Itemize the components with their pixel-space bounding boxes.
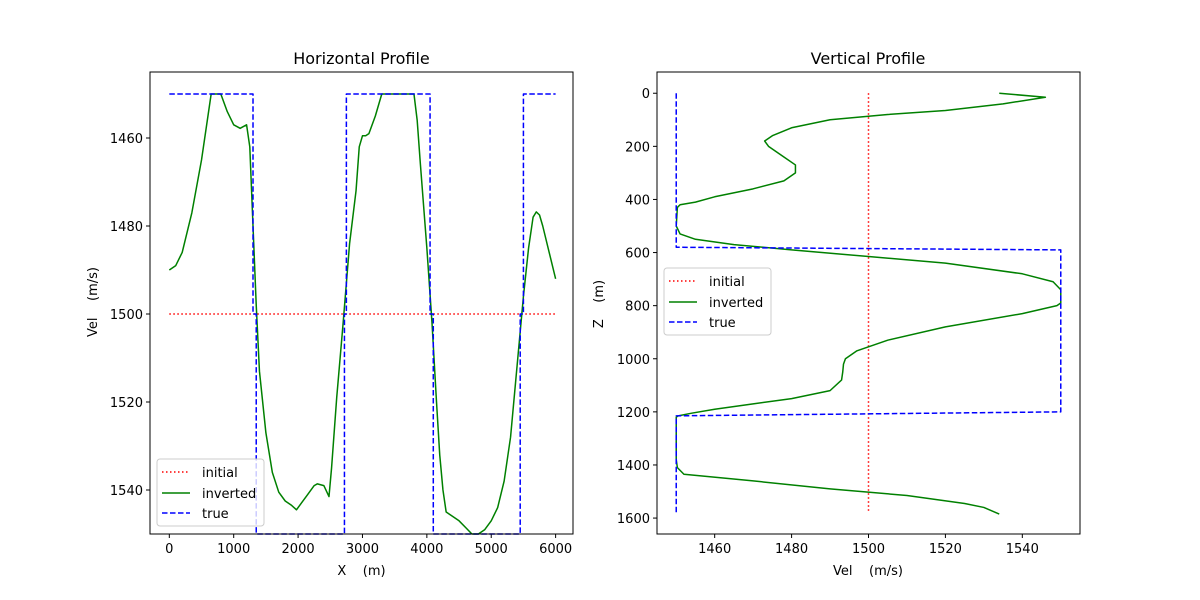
horizontal-profile-xtick-label: 3000 <box>346 542 379 557</box>
vertical-profile-plot-area <box>675 92 1062 515</box>
horizontal-profile-ticks: 0 1000 2000 3000 4000 5000 6000 1460 1480 1500 152… <box>110 132 572 557</box>
horizontal-profile-ytick-label: 1480 <box>110 220 143 235</box>
vertical-profile-ytick-label: 200 <box>625 140 650 155</box>
vertical-profile-series-inverted <box>675 92 1062 515</box>
legend-label-inverted: inverted <box>709 296 763 311</box>
vertical-profile-frame <box>656 71 1081 535</box>
horizontal-profile-series-inverted <box>168 93 557 535</box>
horizontal-profile-xtick-label: 2000 <box>282 542 315 557</box>
vertical-profile-ytick-label: 0 <box>642 87 650 102</box>
horizontal-profile-ytick-label: 1500 <box>110 308 143 323</box>
vertical-profile-series-true <box>675 93 1062 513</box>
vertical-profile-ytick-label: 400 <box>625 193 650 208</box>
legend-box <box>156 458 265 527</box>
legend-label-true: true <box>202 507 229 522</box>
legend-box <box>663 267 772 336</box>
horizontal-profile-series-true <box>169 93 556 535</box>
horizontal-profile-ylabel: Vel (m/s) <box>86 267 101 337</box>
vertical-profile-xtick-label: 1480 <box>775 542 808 557</box>
vertical-profile-ticks: 1460 1480 1500 1520 1540 0 200 400 600 800 1000 120… <box>617 87 1039 557</box>
vertical-profile-xtick-label: 1540 <box>1006 542 1039 557</box>
vertical-profile-ytick-label: 800 <box>625 300 650 315</box>
horizontal-profile-frame <box>149 71 574 535</box>
vertical-profile-xtick-label: 1520 <box>929 542 962 557</box>
vertical-profile-title: Vertical Profile <box>811 49 926 68</box>
horizontal-profile-ytick-label: 1460 <box>110 132 143 147</box>
horizontal-profile-ytick-label: 1540 <box>110 484 143 499</box>
horizontal-profile-xtick-label: 0 <box>165 542 173 557</box>
horizontal-profile-xlabel: X (m) <box>337 564 385 579</box>
horizontal-profile-xtick-label: 1000 <box>217 542 250 557</box>
vertical-profile-xtick-label: 1460 <box>698 542 731 557</box>
vertical-profile-xtick-label: 1500 <box>852 542 885 557</box>
horizontal-profile-axes: Horizontal Profile X (m) Vel (m/s) 0 1000… <box>86 49 574 579</box>
vertical-profile-ytick-label: 1000 <box>617 353 650 368</box>
vertical-profile-ytick-label: 1400 <box>617 459 650 474</box>
horizontal-profile-ytick-label: 1520 <box>110 396 143 411</box>
legend-label-initial: initial <box>709 275 745 290</box>
vertical-profile-xlabel: Vel (m/s) <box>833 564 903 579</box>
vertical-profile-ytick-label: 1200 <box>617 406 650 421</box>
legend-label-true: true <box>709 316 736 331</box>
horizontal-profile-legend: initial inverted true <box>156 458 265 527</box>
horizontal-profile-xtick-label: 4000 <box>410 542 443 557</box>
horizontal-profile-plot-area <box>168 93 557 535</box>
horizontal-profile-xtick-label: 5000 <box>475 542 508 557</box>
legend-label-inverted: inverted <box>202 487 256 502</box>
legend-label-initial: initial <box>202 466 238 481</box>
vertical-profile-ytick-label: 600 <box>625 247 650 262</box>
vertical-profile-ytick-label: 1600 <box>617 512 650 527</box>
horizontal-profile-xtick-label: 6000 <box>539 542 572 557</box>
horizontal-profile-title: Horizontal Profile <box>293 49 430 68</box>
vertical-profile-legend: initial inverted true <box>663 267 772 336</box>
vertical-profile-axes: Vertical Profile Vel (m/s) Z (m) 1460 148… <box>592 49 1081 579</box>
vertical-profile-ylabel: Z (m) <box>592 280 607 328</box>
